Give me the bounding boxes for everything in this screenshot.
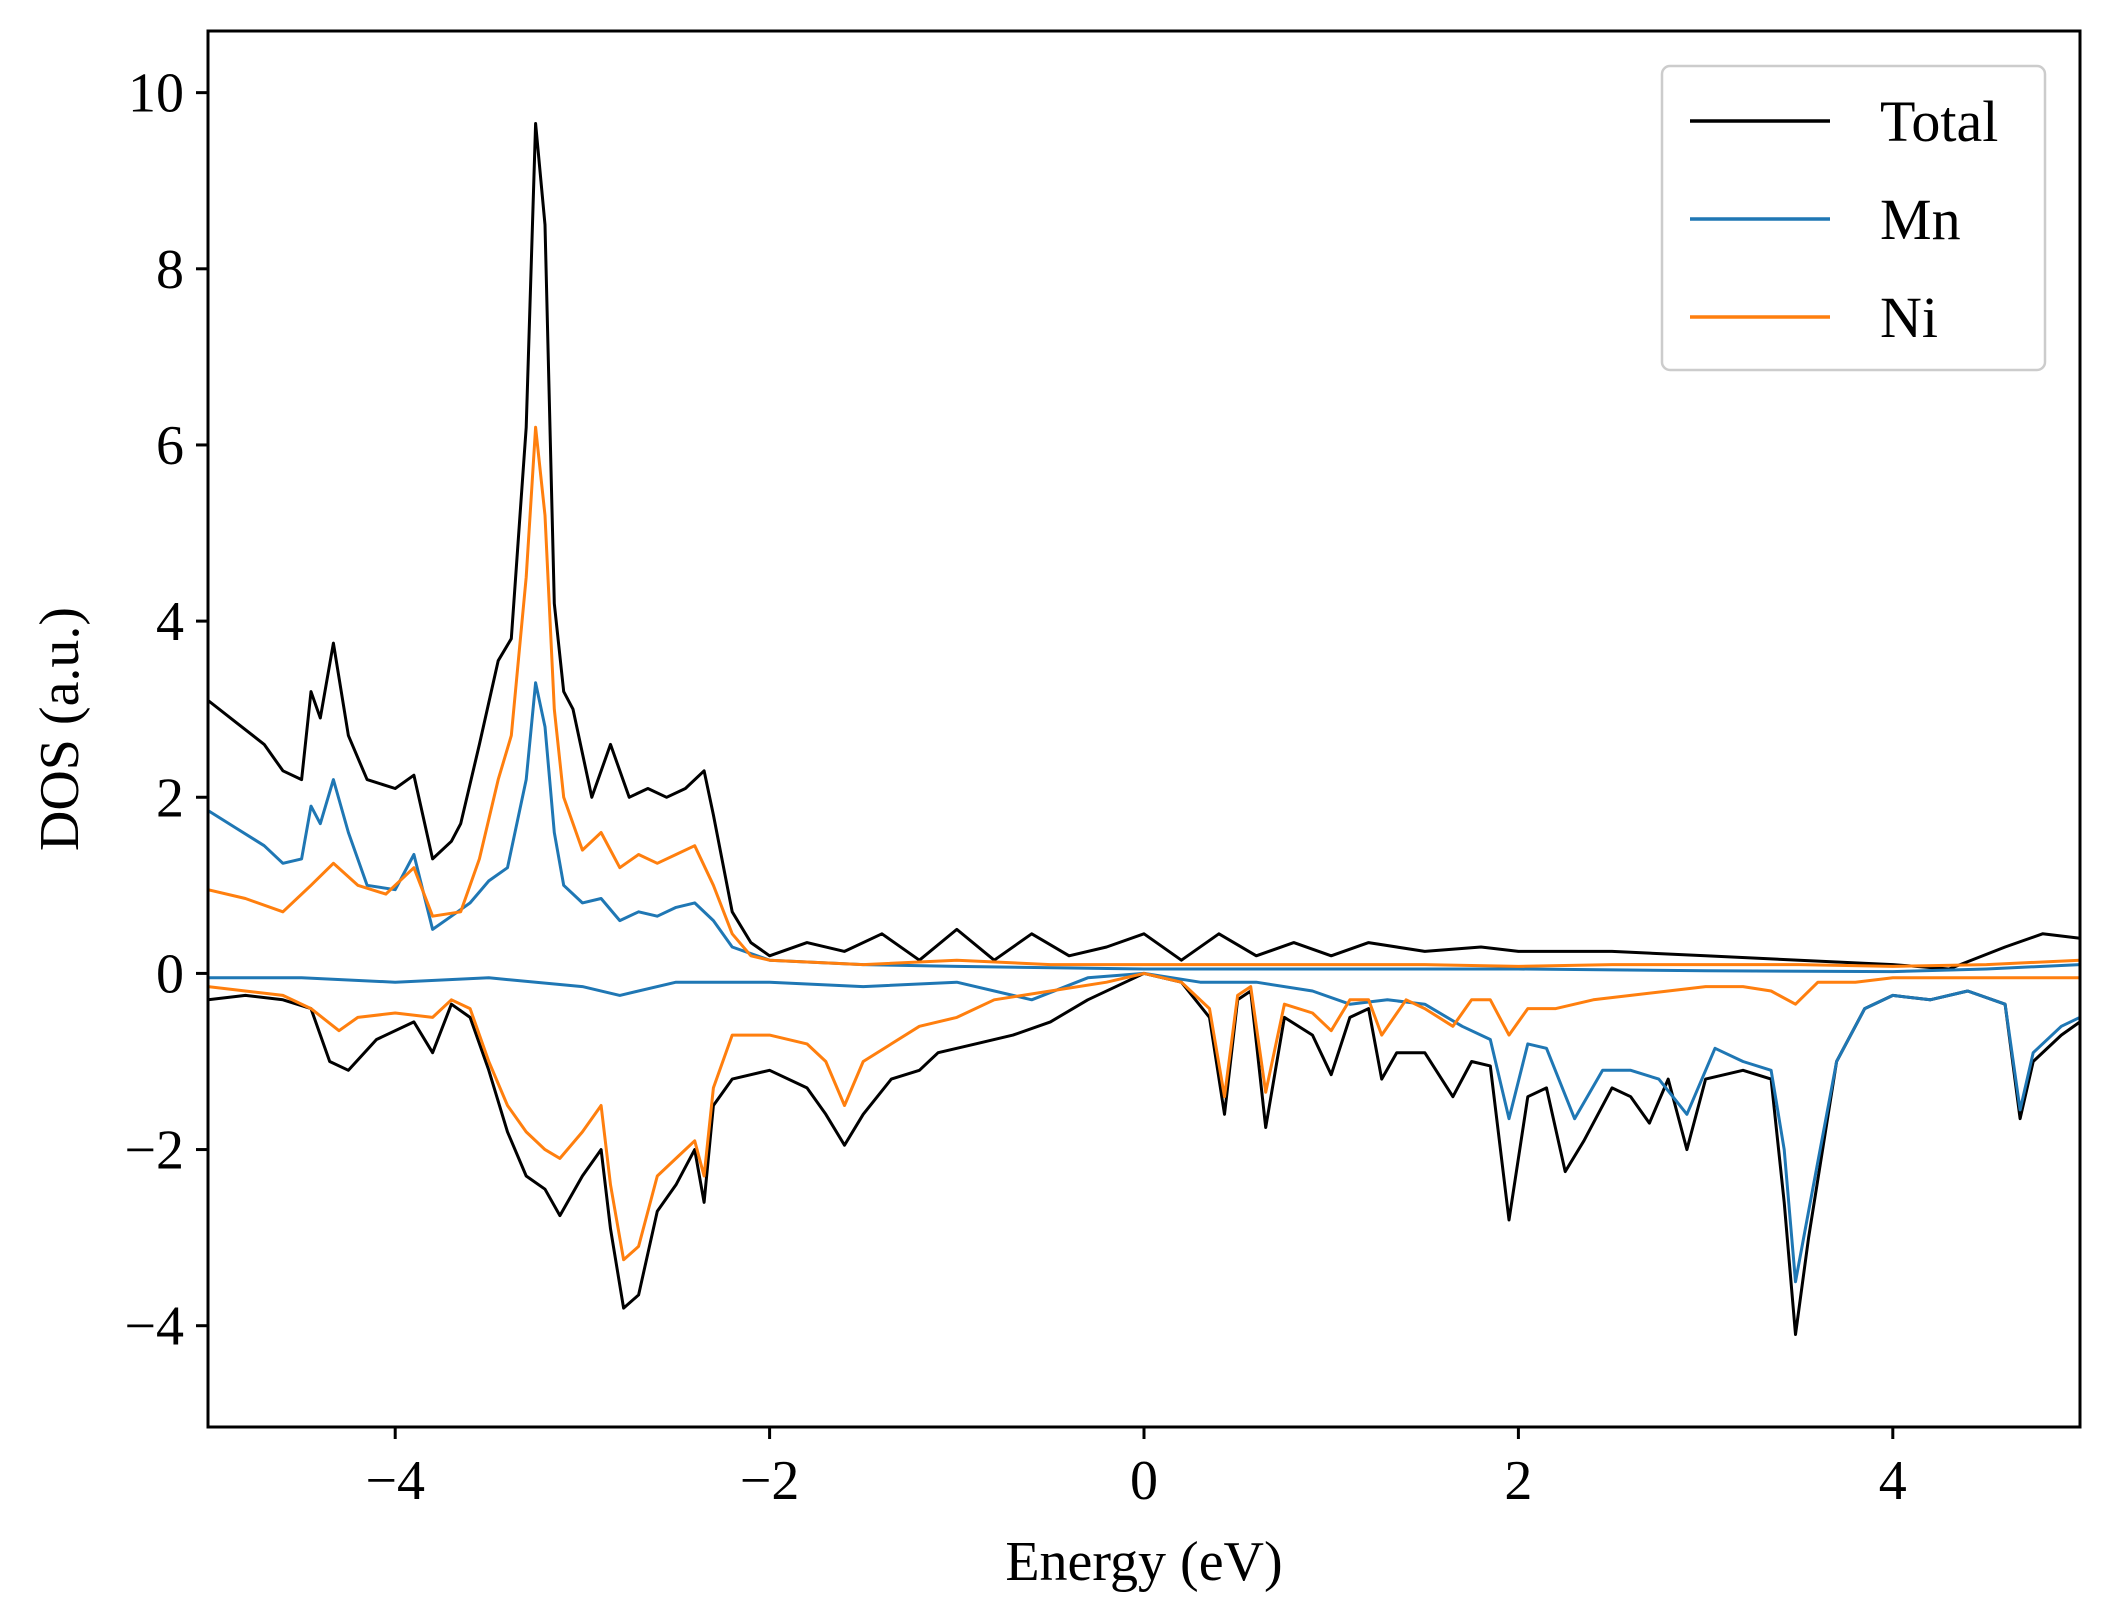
legend-label-mn: Mn bbox=[1880, 187, 1961, 252]
y-ticks: −4 −2 0 2 4 6 8 10 bbox=[124, 63, 208, 1358]
y-tick-label: 10 bbox=[128, 63, 184, 125]
legend: Total Mn Ni bbox=[1660, 64, 2047, 372]
y-tick-label: 4 bbox=[156, 591, 184, 653]
y-tick-label: −4 bbox=[124, 1296, 184, 1358]
series-line-mn-up bbox=[208, 681, 2080, 974]
legend-entries: Total Mn Ni bbox=[1690, 89, 1998, 350]
y-tick-label: 2 bbox=[156, 767, 184, 829]
series-line-total-up bbox=[208, 122, 2080, 971]
series-line-ni-up bbox=[208, 425, 2080, 968]
legend-label-total: Total bbox=[1880, 89, 1998, 154]
x-axis-label: Energy (eV) bbox=[1005, 1531, 1282, 1593]
x-tick-label: 0 bbox=[1130, 1450, 1158, 1512]
series-line-ni-down bbox=[208, 971, 2080, 1262]
x-tick-label: 2 bbox=[1504, 1450, 1532, 1512]
y-tick-label: 8 bbox=[156, 239, 184, 301]
legend-label-ni: Ni bbox=[1880, 285, 1938, 350]
series-line-mn-down bbox=[208, 971, 2080, 1284]
y-tick-label: −2 bbox=[124, 1120, 184, 1182]
x-tick-label: −4 bbox=[365, 1450, 425, 1512]
series-layer bbox=[208, 122, 2080, 1336]
x-ticks: −4 −2 0 2 4 bbox=[365, 1427, 1907, 1512]
x-tick-label: 4 bbox=[1879, 1450, 1907, 1512]
x-tick-label: −2 bbox=[740, 1450, 800, 1512]
y-tick-label: 6 bbox=[156, 415, 184, 477]
y-axis-label: DOS (a.u.) bbox=[29, 607, 91, 851]
series-line-total-down bbox=[208, 971, 2080, 1336]
y-tick-label: 0 bbox=[156, 943, 184, 1005]
legend-box bbox=[1660, 64, 2047, 372]
